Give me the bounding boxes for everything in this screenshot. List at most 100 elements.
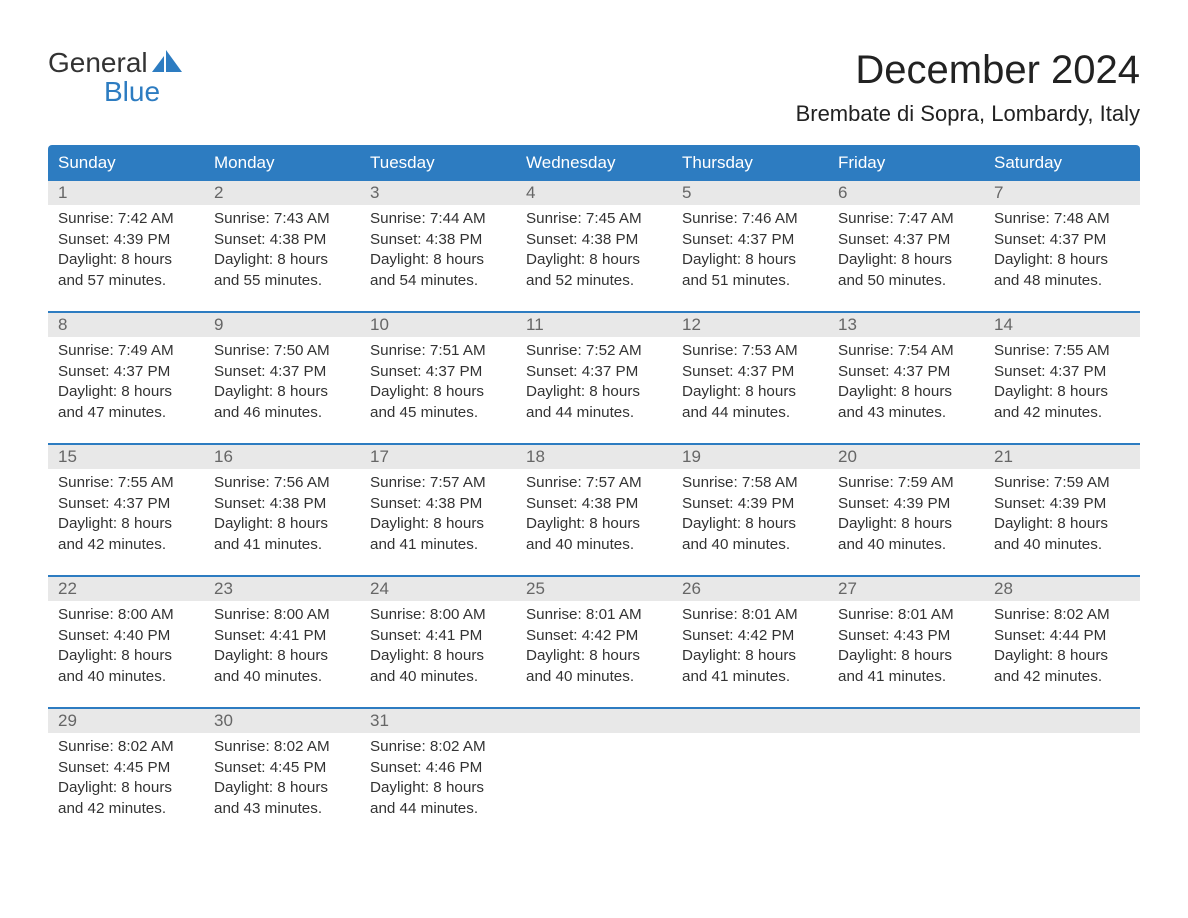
week-body: Sunrise: 7:42 AMSunset: 4:39 PM Daylight:… (48, 205, 1140, 297)
day-cell: Sunrise: 7:56 AMSunset: 4:38 PMDaylight:… (204, 469, 360, 561)
daylight-line2: and 45 minutes. (370, 403, 510, 424)
week: 891011121314Sunrise: 7:49 AMSunset: 4:37… (48, 311, 1140, 429)
daynum-strip: 15161718192021 (48, 445, 1140, 469)
sunset-line: Sunset: 4:38 PM (214, 494, 354, 515)
day-cell: Sunrise: 7:59 AMSunset: 4:39 PMDaylight:… (984, 469, 1140, 561)
sunrise-line: Sunrise: 8:02 AM (58, 737, 198, 758)
day-number: 30 (204, 709, 360, 733)
week-body: Sunrise: 8:02 AM Sunset: 4:45 PM Daylight:… (48, 733, 1140, 825)
daylight-line1: Daylight: 8 hours (526, 646, 666, 667)
daylight-line1: Daylight: 8 hours (994, 382, 1134, 403)
header: General Blue December 2024 Brembate di S… (48, 48, 1140, 127)
day-cell: Sunrise: 7:42 AMSunset: 4:39 PMDaylight:… (48, 205, 204, 297)
daylight-line1: Daylight: 8 hours (682, 382, 822, 403)
sunset-line: Sunset: 4:45 PM (214, 758, 354, 779)
day-cell: Sunrise: 8:01 AMSunset: 4:42 PMDaylight:… (516, 601, 672, 693)
sunset-line: Sunset: 4:37 PM (214, 362, 354, 383)
day-cell (516, 733, 672, 825)
sunrise-line: Sunrise: 7:55 AM (58, 473, 198, 494)
day-cell: Sunrise: 7:53 AMSunset: 4:37 PMDaylight:… (672, 337, 828, 429)
daylight-line1: Daylight: 8 hours (682, 250, 822, 271)
daylight-line1: Daylight: 8 hours (526, 514, 666, 535)
sunrise-line: Sunrise: 7:42 AM (58, 209, 198, 230)
day-number: 22 (48, 577, 204, 601)
sunrise-line: Sunrise: 7:51 AM (370, 341, 510, 362)
sunrise-line: Sunrise: 7:46 AM (682, 209, 822, 230)
day-cell: Sunrise: 7:51 AMSunset: 4:37 PMDaylight:… (360, 337, 516, 429)
sunrise-line: Sunrise: 8:01 AM (838, 605, 978, 626)
daylight-line1: Daylight: 8 hours (58, 382, 198, 403)
day-number: 9 (204, 313, 360, 337)
daylight-line2: and 43 minutes. (214, 799, 354, 820)
sunset-line: Sunset: 4:38 PM (526, 494, 666, 515)
daylight-line2: and 40 minutes. (682, 535, 822, 556)
daylight-line2: and 50 minutes. (838, 271, 978, 292)
day-number: 2 (204, 181, 360, 205)
day-number: 18 (516, 445, 672, 469)
sunrise-line: Sunrise: 7:54 AM (838, 341, 978, 362)
daylight-line2: and 40 minutes. (526, 535, 666, 556)
sunrise-line: Sunrise: 8:02 AM (994, 605, 1134, 626)
location: Brembate di Sopra, Lombardy, Italy (796, 101, 1140, 127)
sunset-line: Sunset: 4:42 PM (526, 626, 666, 647)
day-number: 6 (828, 181, 984, 205)
day-number: 21 (984, 445, 1140, 469)
dow-tuesday: Tuesday (360, 145, 516, 181)
sunset-line: Sunset: 4:39 PM (994, 494, 1134, 515)
sunset-line: Sunset: 4:37 PM (838, 230, 978, 251)
day-cell: Sunrise: 8:00 AMSunset: 4:41 PMDaylight:… (360, 601, 516, 693)
daylight-line2: and 40 minutes. (838, 535, 978, 556)
week: 15161718192021 Sunrise: 7:55 AM Sunset: 4:… (48, 443, 1140, 561)
daylight-line2: and 52 minutes. (526, 271, 666, 292)
sunset-line: Sunset: 4:38 PM (370, 494, 510, 515)
day-number: 29 (48, 709, 204, 733)
sunset-line: Sunset: 4:37 PM (994, 362, 1134, 383)
daylight-line1: Daylight: 8 hours (370, 778, 510, 799)
dow-header: Sunday Monday Tuesday Wednesday Thursday… (48, 145, 1140, 181)
daylight-line2: and 40 minutes. (58, 667, 198, 688)
sunset-line: Sunset: 4:43 PM (838, 626, 978, 647)
day-cell: Sunrise: 7:57 AMSunset: 4:38 PMDaylight:… (360, 469, 516, 561)
day-number: 12 (672, 313, 828, 337)
calendar: Sunday Monday Tuesday Wednesday Thursday… (48, 145, 1140, 825)
daylight-line1: Daylight: 8 hours (214, 250, 354, 271)
daylight-line2: and 41 minutes. (370, 535, 510, 556)
sunset-line: Sunset: 4:40 PM (58, 626, 198, 647)
day-cell: Sunrise: 7:58 AMSunset: 4:39 PMDaylight:… (672, 469, 828, 561)
daylight-line2: and 46 minutes. (214, 403, 354, 424)
day-cell: Sunrise: 8:02 AMSunset: 4:45 PMDaylight:… (204, 733, 360, 825)
dow-sunday: Sunday (48, 145, 204, 181)
day-cell: Sunrise: 8:02 AMSunset: 4:45 PMDaylight:… (48, 733, 204, 825)
day-number: 31 (360, 709, 516, 733)
sail-icon (152, 48, 182, 77)
daylight-line2: and 41 minutes. (214, 535, 354, 556)
dow-saturday: Saturday (984, 145, 1140, 181)
sunset-line: Sunset: 4:37 PM (682, 230, 822, 251)
daylight-line2: and 42 minutes. (58, 799, 198, 820)
sunrise-line: Sunrise: 7:50 AM (214, 341, 354, 362)
sunrise-line: Sunrise: 7:57 AM (526, 473, 666, 494)
day-cell (984, 733, 1140, 825)
daylight-line1: Daylight: 8 hours (838, 514, 978, 535)
day-number: 7 (984, 181, 1140, 205)
day-cell: Sunrise: 8:01 AMSunset: 4:42 PMDaylight:… (672, 601, 828, 693)
day-cell: Sunrise: 7:50 AMSunset: 4:37 PMDaylight:… (204, 337, 360, 429)
day-cell: Sunrise: 7:43 AMSunset: 4:38 PMDaylight:… (204, 205, 360, 297)
day-cell: Sunrise: 8:00 AMSunset: 4:40 PMDaylight:… (48, 601, 204, 693)
daylight-line2: and 41 minutes. (682, 667, 822, 688)
day-number: 24 (360, 577, 516, 601)
dow-wednesday: Wednesday (516, 145, 672, 181)
day-cell: Sunrise: 8:02 AMSunset: 4:46 PMDaylight:… (360, 733, 516, 825)
sunset-line: Sunset: 4:39 PM (682, 494, 822, 515)
logo-word1: General (48, 48, 148, 77)
sunset-line: Sunset: 4:41 PM (214, 626, 354, 647)
sunrise-line: Sunrise: 7:45 AM (526, 209, 666, 230)
daylight-line1: Daylight: 8 hours (682, 514, 822, 535)
sunrise-line: Sunrise: 8:00 AM (214, 605, 354, 626)
daylight-line1: Daylight: 8 hours (838, 646, 978, 667)
week: 22232425262728Sunrise: 8:00 AMSunset: 4:… (48, 575, 1140, 693)
sunset-line: Sunset: 4:39 PM (58, 230, 198, 251)
daylight-line1: Daylight: 8 hours (370, 646, 510, 667)
daylight-line1: Daylight: 8 hours (838, 382, 978, 403)
daylight-line2: and 44 minutes. (370, 799, 510, 820)
